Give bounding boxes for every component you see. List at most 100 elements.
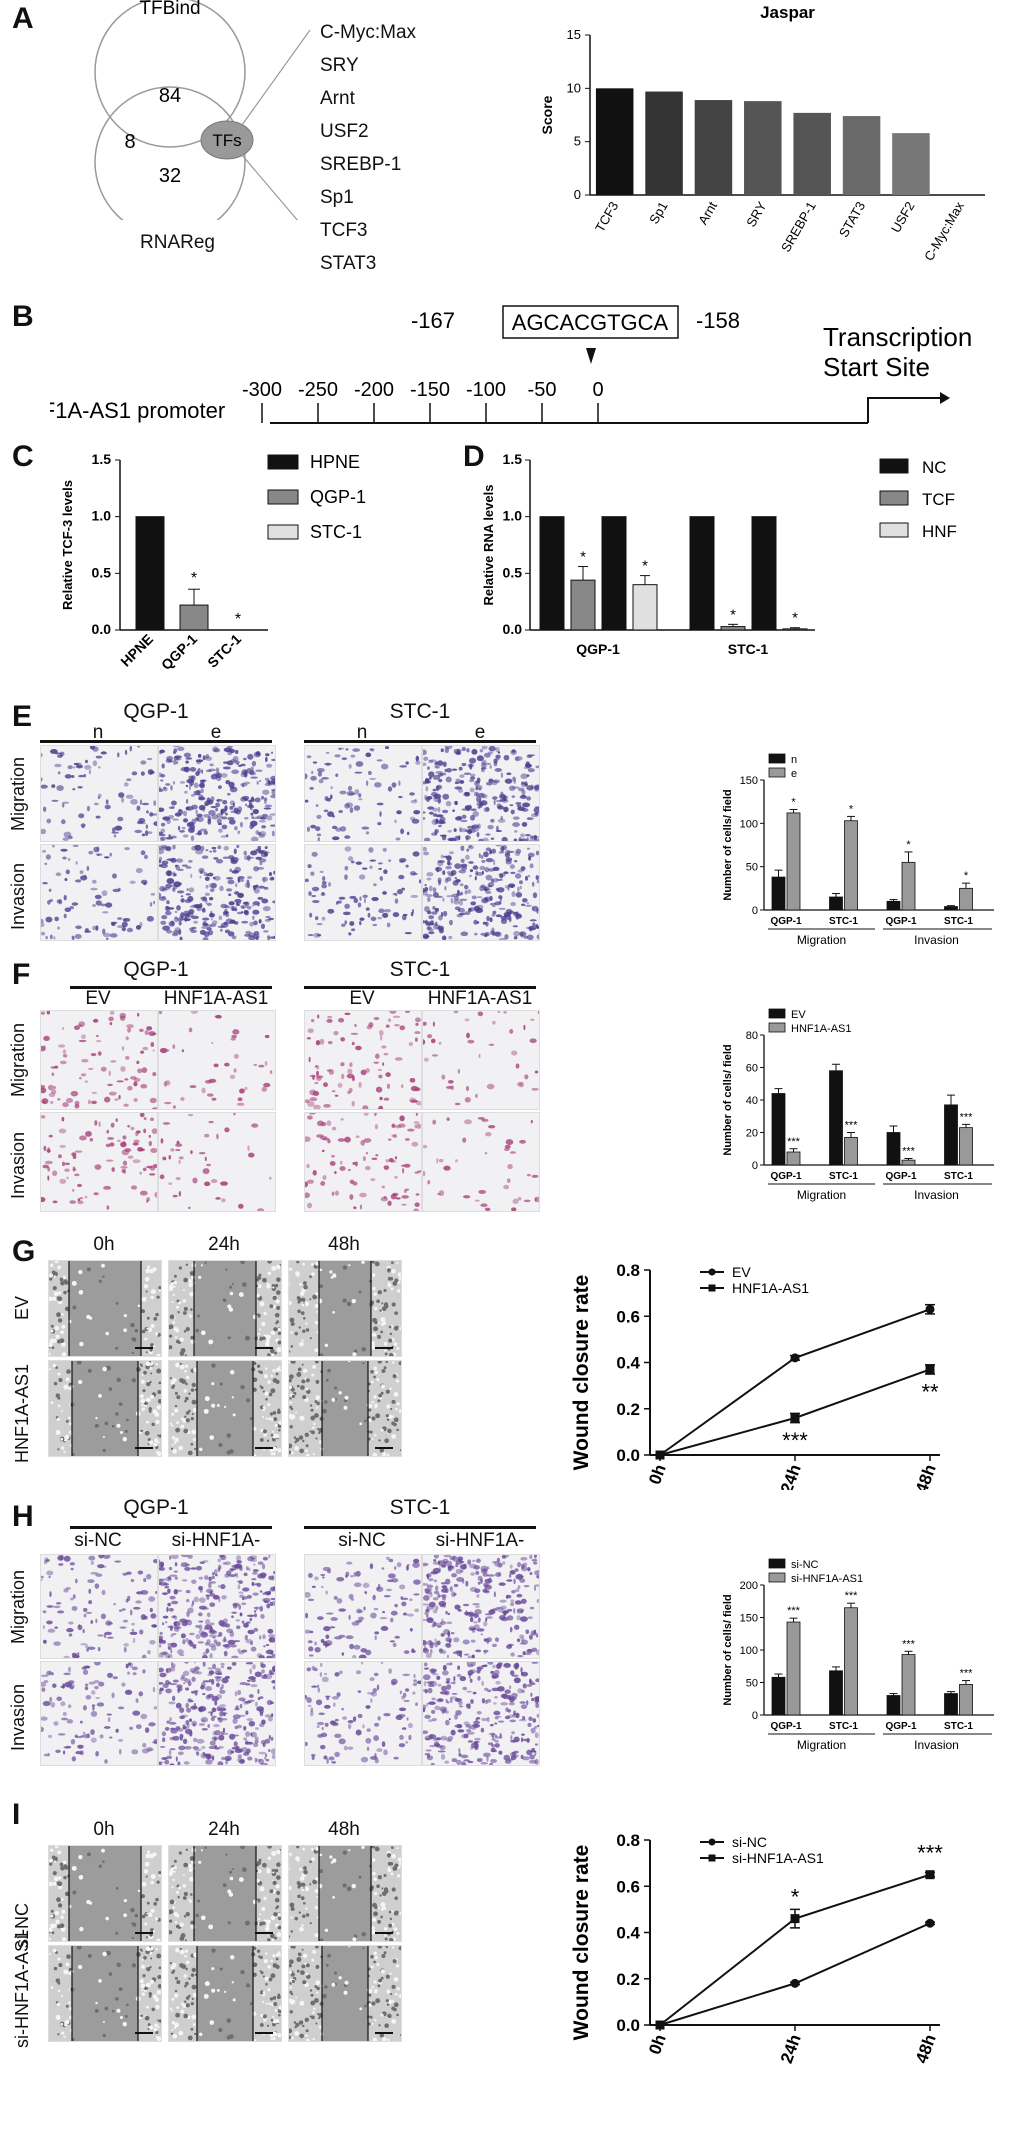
wound-texture (289, 1946, 401, 2041)
bar (844, 1607, 858, 1716)
venn-bottom-label: RNAReg (140, 232, 215, 253)
motif-sequence: AGCACGTGCA (512, 310, 669, 335)
bar (570, 579, 596, 631)
wound-texture (49, 1361, 161, 1456)
panel-label-h: H (12, 1500, 34, 1533)
group-label: Migration (797, 933, 846, 947)
y-tick-label: 100 (740, 818, 758, 830)
chart-i-wound: 0.0 0.2 0.4 0.6 0.8 Wound closure rate 0h 24h 48… (570, 1831, 943, 2066)
bar (786, 812, 801, 911)
row-label: HNF1A-AS1 (12, 1363, 32, 1463)
x-tick-label: STC-1 (204, 631, 244, 671)
significance-star: * (849, 803, 854, 815)
x-tick-label: STC-1 (829, 1171, 858, 1182)
legend-label: EV (791, 1009, 806, 1021)
row-label: Invasion (8, 1683, 28, 1751)
row-label: Migration (8, 756, 28, 831)
tf-list-item: SREBP-1 (320, 154, 402, 175)
legend-label: n (791, 754, 797, 766)
bar (829, 896, 843, 911)
y-tick-label: 0 (752, 1710, 758, 1722)
wound-image (168, 1845, 282, 1942)
y-tick-label: 0.4 (616, 1924, 640, 1943)
significance-star: *** (960, 1111, 974, 1123)
group-label: Migration (797, 1188, 846, 1202)
panel-label-c: C (12, 440, 34, 473)
legend-swatch (267, 524, 299, 540)
bar-HPNE (135, 516, 165, 631)
chart-jaspar: Jaspar 0 5 10 15 Score TCF3 Sp1 Arnt SRY SREBP-1 ST… (539, 3, 985, 263)
micrograph-cell (158, 844, 276, 941)
wound-image (168, 1260, 282, 1357)
promoter-tick-label: -100 (466, 379, 506, 401)
legend-marker (708, 1284, 716, 1292)
promoter-tick-label: -250 (298, 379, 338, 401)
header-rule (304, 740, 536, 743)
micrograph-cell (304, 1661, 422, 1766)
series-line-si-NC (659, 1922, 931, 2026)
x-tick-label: QGP-1 (576, 641, 620, 657)
legend-label: si-NC (791, 1559, 819, 1571)
micrograph-texture (159, 1555, 275, 1658)
promoter-diagram: -167 AGCACGTGCA -158 Transcription Start… (50, 305, 972, 424)
bar (720, 626, 746, 631)
legend-label: NC (922, 458, 947, 477)
group-header: QGP-1 (123, 958, 189, 981)
legend-label: e (791, 768, 797, 780)
x-tick-label: QGP-1 (885, 1721, 917, 1732)
venn-top-label: TFBind (139, 0, 200, 19)
tss-label-1: Transcription (823, 322, 972, 352)
bar (829, 1070, 843, 1166)
micrograph-texture (305, 846, 421, 938)
x-tick-label: QGP-1 (770, 1171, 802, 1182)
panel-label-e: E (12, 700, 33, 733)
y-axis-label: Number of cells/ field (722, 789, 734, 900)
data-point (790, 1413, 800, 1423)
wound-grid-i: 0h 24h 48h si-NC si-HNF1A-AS1 (0, 1795, 560, 2048)
venn-top-count: 84 (159, 85, 181, 107)
bar (901, 1654, 916, 1716)
wound-image (288, 1845, 402, 1942)
bar (959, 1684, 973, 1716)
wound-texture (169, 1261, 281, 1356)
wound-texture (289, 1846, 401, 1941)
y-tick-label: 0 (752, 905, 758, 917)
legend-label: si-NC (732, 1834, 767, 1850)
motif-end: -158 (696, 308, 740, 333)
bar (886, 900, 901, 911)
micrograph-cell (304, 1010, 422, 1110)
tf-list-item: TCF3 (320, 220, 368, 241)
micrograph-grid-h: QGP-1STC-1si-NCsi-HNF1A-AS1si-NCsi-HNF1A… (0, 1496, 700, 1766)
tf-list: C-Myc:Max SRY Arnt USF2 SREBP-1 Sp1 TCF3 STAT3 (320, 16, 416, 280)
header-rule (40, 740, 272, 743)
y-tick-label: 0.6 (616, 1877, 640, 1896)
x-tick-label: Arnt (695, 199, 720, 227)
data-point (925, 1870, 935, 1880)
bar (829, 1670, 843, 1716)
tf-list-item: STAT3 (320, 253, 377, 274)
promoter-tick-label: -50 (528, 379, 557, 401)
bar (786, 1151, 801, 1166)
wound-image (288, 1260, 402, 1357)
micrograph-cell (422, 1010, 540, 1110)
significance-star: *** (787, 1605, 801, 1617)
y-axis-label: Wound closure rate (570, 1845, 593, 2041)
micrograph-texture (423, 1117, 539, 1211)
legend-label: EV (732, 1264, 751, 1280)
chart-g-wound: 0.0 0.2 0.4 0.6 0.8 Wound closure rate 0h 24h 48… (570, 1261, 940, 1490)
significance-annotation: ** (921, 1379, 939, 1404)
micrograph-texture (159, 1662, 275, 1765)
bar-TCF3 (595, 88, 634, 195)
legend-label: HNF1A-AS1 (732, 1280, 809, 1296)
wound-texture (49, 1946, 161, 2041)
time-label: 0h (93, 1819, 115, 1840)
y-tick-label: 0.0 (616, 2016, 640, 2035)
legend-swatch (768, 1572, 786, 1583)
wound-image (168, 1945, 282, 2042)
wound-image (48, 1945, 162, 2042)
column-label: n (356, 722, 368, 743)
tf-list-item: Arnt (320, 88, 355, 109)
legend-swatch (768, 753, 786, 764)
group-label: Migration (797, 1738, 846, 1752)
significance-star: *** (902, 1638, 916, 1650)
